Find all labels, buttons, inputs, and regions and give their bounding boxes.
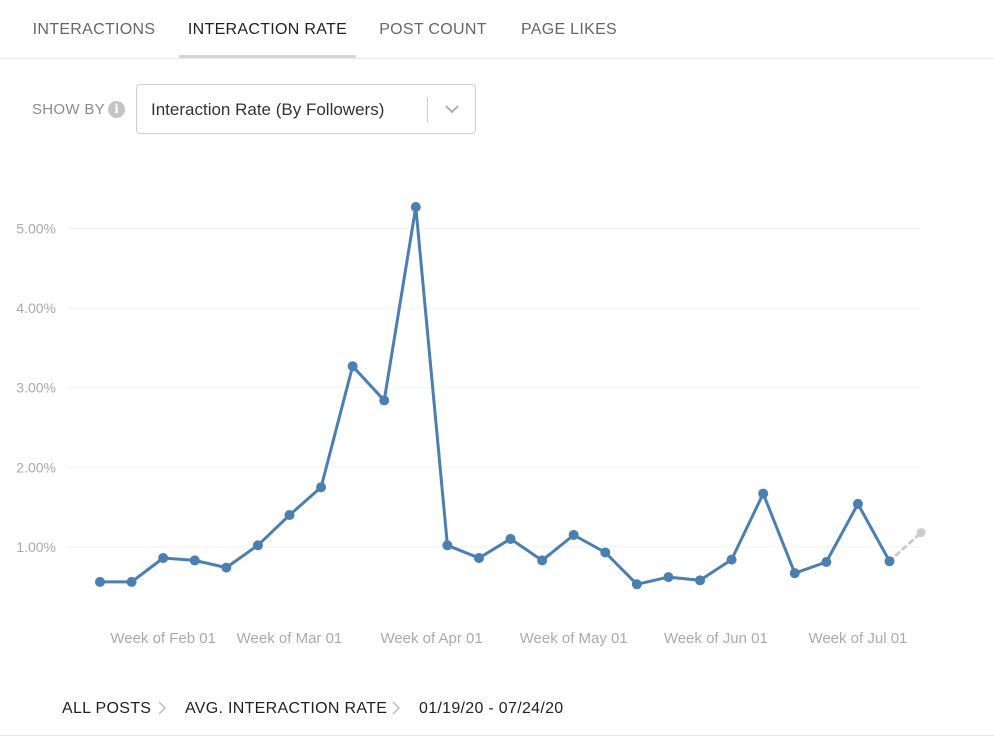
data-point [852,498,863,509]
tab-page-likes[interactable]: PAGE LIKES [520,21,618,38]
data-point [789,568,800,579]
data-point [442,540,453,551]
tab-bar: INTERACTIONS INTERACTION RATE POST COUNT… [0,0,994,59]
x-tick-label: Week of May 01 [520,630,628,647]
x-tick-label: Week of Jun 01 [664,630,768,647]
tab-post-count[interactable]: POST COUNT [379,21,487,38]
y-tick-label: 5.00% [16,221,56,237]
show-by-label: SHOW BY [32,101,105,118]
data-point [821,557,832,568]
chevron-right-icon [158,701,167,715]
data-point [505,533,516,544]
data-point [284,510,295,521]
data-point [537,555,548,566]
x-tick-label: Week of Feb 01 [110,630,216,647]
data-point [189,555,200,566]
y-tick-label: 2.00% [16,459,56,475]
data-point [726,554,737,565]
data-point [884,556,895,567]
data-point [316,482,327,493]
show-by-selected-value: Interaction Rate (By Followers) [151,100,385,119]
data-point [252,540,263,551]
chevron-down-icon[interactable] [443,100,461,118]
data-point [663,572,674,583]
breadcrumb-date-range: 01/19/20 - 07/24/20 [419,700,564,717]
y-tick-label: 3.00% [16,380,56,396]
x-tick-label: Week of Mar 01 [237,630,343,647]
x-tick-label: Week of Apr 01 [380,630,482,647]
series-line [98,205,891,586]
y-tick-label: 4.00% [16,300,56,316]
bottom-divider [0,735,994,736]
tab-interaction-rate[interactable]: INTERACTION RATE [179,0,356,58]
breadcrumb: ALL POSTS AVG. INTERACTION RATE 01/19/20… [0,690,994,737]
data-point [410,202,421,213]
data-point [568,529,579,540]
data-point [347,361,358,372]
data-point [695,575,706,586]
data-point [600,547,611,558]
x-tick-label: Week of Jul 01 [808,630,907,647]
chevron-right-icon [392,701,401,715]
data-point [158,553,169,564]
data-point [473,553,484,564]
data-point [126,576,137,587]
select-divider [427,97,428,123]
y-tick-label: 1.00% [16,539,56,555]
data-point [95,576,105,587]
data-point [379,395,390,406]
tab-interactions[interactable]: INTERACTIONS [32,21,156,38]
projection-point [916,528,926,538]
projection-line [888,531,923,563]
data-point [221,562,232,573]
info-icon[interactable]: i [108,101,125,118]
show-by-select[interactable]: Interaction Rate (By Followers) [136,84,476,134]
breadcrumb-all-posts[interactable]: ALL POSTS [62,700,152,717]
interaction-rate-line-chart: 1.00% 2.00% 3.00% 4.00% 5.00% Week of Feb 01… [16,202,926,647]
data-point [631,579,642,590]
breadcrumb-avg-interaction-rate[interactable]: AVG. INTERACTION RATE [185,700,388,717]
data-point [758,488,769,499]
